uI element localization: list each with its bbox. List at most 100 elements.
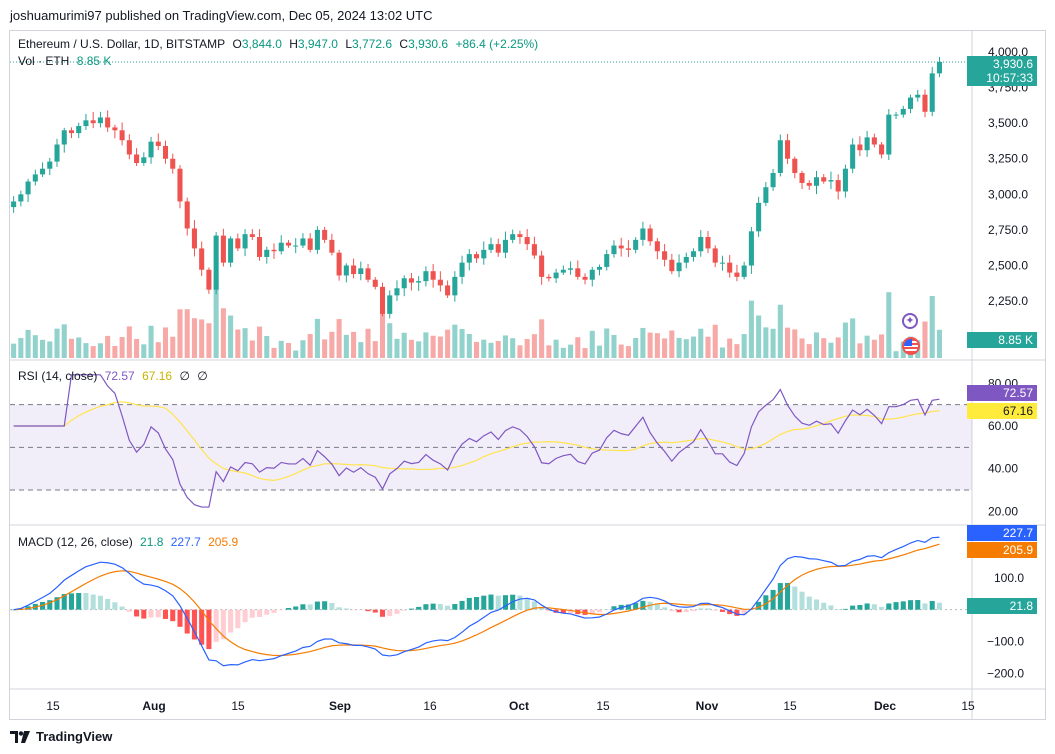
macd-axis-label: −100.0 <box>987 634 1024 648</box>
volume-bar <box>517 345 523 358</box>
macd-histogram-bar <box>835 609 841 610</box>
volume-bar <box>502 335 508 358</box>
candle-body <box>177 168 183 202</box>
volume-bar <box>886 292 892 358</box>
candle-body <box>712 248 718 263</box>
candle-body <box>690 251 697 257</box>
volume-bar <box>560 347 566 358</box>
volume-bar <box>119 337 125 358</box>
macd-histogram-bar <box>68 593 75 610</box>
candle-body <box>792 158 798 173</box>
candle-body <box>568 268 574 270</box>
macd-histogram-bar <box>408 608 414 610</box>
macd-hist-value: 21.8 <box>140 535 164 549</box>
volume-bar <box>640 327 646 358</box>
volume-bar <box>712 324 718 358</box>
symbol-name[interactable]: Ethereum / U.S. Dollar, 1D, BITSTAMP <box>18 37 226 51</box>
macd-histogram-bar <box>314 601 320 610</box>
us-flag-icon[interactable] <box>902 337 920 355</box>
candle-body <box>343 265 349 276</box>
macd-histogram-bar <box>857 605 863 610</box>
volume-bar <box>141 344 147 358</box>
macd-histogram-bar <box>625 604 631 610</box>
macd-histogram-bar <box>929 600 935 610</box>
macd-histogram-bar <box>322 601 328 610</box>
macd-histogram-bar <box>785 582 791 610</box>
volume-bar <box>857 343 863 358</box>
volume-bar <box>199 319 205 358</box>
volume-bar <box>828 342 834 358</box>
open-value: 3,844.0 <box>241 37 282 51</box>
macd-histogram-bar <box>568 609 574 614</box>
macd-histogram-bar <box>300 604 306 610</box>
low-value: 3,772.6 <box>352 37 393 51</box>
macd-histogram-bar <box>936 602 942 610</box>
candle-body <box>850 144 856 169</box>
macd-label[interactable]: MACD (12, 26, close) <box>18 535 133 549</box>
macd-histogram-bar <box>119 606 125 610</box>
candle-body <box>785 140 791 159</box>
volume-bar <box>719 347 725 358</box>
event-star-icon[interactable]: ✦ <box>902 313 918 329</box>
macd-axis-label: −200.0 <box>987 666 1024 680</box>
candle-body <box>683 256 689 263</box>
macd-histogram-bar <box>394 609 400 614</box>
volume-bar <box>329 331 335 358</box>
rsi-empty-1: ∅ <box>179 369 190 383</box>
macd-histogram-bar <box>11 609 17 611</box>
macd-histogram-bar <box>474 597 480 610</box>
volume-bar <box>662 338 668 358</box>
candle-body <box>625 248 631 250</box>
macd-histogram-bar <box>358 609 364 611</box>
macd-histogram-bar <box>712 609 718 611</box>
histogram-tag: 21.8 <box>967 598 1037 614</box>
volume-bar <box>445 329 451 358</box>
rsi-empty-2: ∅ <box>197 369 208 383</box>
macd-histogram-bar <box>452 604 458 610</box>
candle-body <box>401 278 407 289</box>
time-axis-label: 16 <box>423 699 437 713</box>
volume-bar <box>531 334 537 358</box>
macd-histogram-bar <box>698 608 704 610</box>
price-axis-label: 2,750.0 <box>988 223 1028 237</box>
volume-bar <box>864 335 870 358</box>
candle-body <box>546 276 552 279</box>
candle-body <box>445 285 451 296</box>
volume-bar <box>257 326 263 358</box>
candle-body <box>206 269 212 290</box>
chart-frame <box>9 30 1046 720</box>
candle-body <box>727 262 733 273</box>
close-value: 3,930.6 <box>408 37 449 51</box>
volume-bar <box>25 329 31 358</box>
bar-countdown: 10:57:33 <box>986 71 1033 85</box>
volume-bar <box>170 336 176 358</box>
candle-body <box>213 235 219 290</box>
volume-bar <box>604 328 610 358</box>
volume-label[interactable]: Vol · ETH <box>18 54 70 68</box>
price-legend: Ethereum / U.S. Dollar, 1D, BITSTAMP O3,… <box>18 37 542 51</box>
volume-bar <box>690 336 697 358</box>
volume-bar <box>437 336 443 358</box>
candle-body <box>879 144 885 155</box>
volume-bar <box>669 330 675 358</box>
macd-histogram-bar <box>206 609 212 650</box>
macd-histogram-bar <box>430 603 436 610</box>
rsi-label[interactable]: RSI (14, close) <box>18 369 98 383</box>
volume-bar <box>748 300 754 358</box>
candle-body <box>329 239 335 253</box>
volume-bar <box>618 344 624 358</box>
macd-line <box>13 536 940 667</box>
volume-bar <box>112 346 118 358</box>
volume-bar <box>727 338 733 358</box>
candle-body <box>54 144 60 162</box>
macd-axis-label: 100.0 <box>994 571 1024 585</box>
volume-bar <box>936 329 942 358</box>
candle-body <box>47 161 53 169</box>
macd-histogram-bar <box>61 594 67 610</box>
candle-body <box>199 248 205 270</box>
candle-body <box>416 281 422 283</box>
macd-histogram-bar <box>242 609 248 623</box>
volume-bar <box>76 337 82 358</box>
volume-bar <box>387 323 393 358</box>
